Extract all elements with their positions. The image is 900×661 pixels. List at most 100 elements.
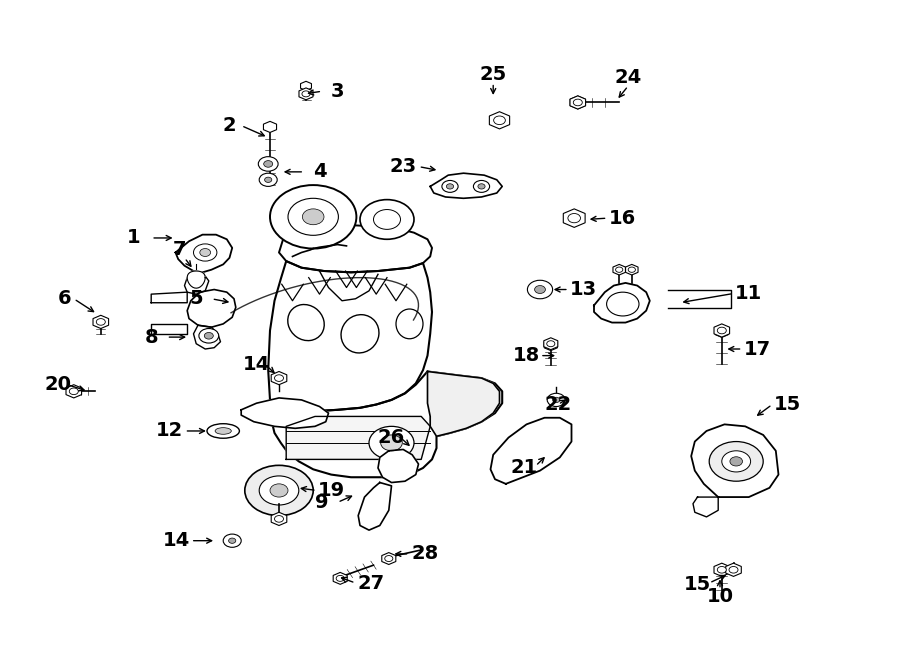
- Polygon shape: [95, 316, 106, 325]
- Polygon shape: [691, 424, 778, 497]
- Circle shape: [478, 184, 485, 189]
- Circle shape: [258, 157, 278, 171]
- Text: 25: 25: [480, 65, 507, 83]
- Polygon shape: [378, 449, 419, 483]
- Circle shape: [709, 442, 763, 481]
- Text: 6: 6: [58, 290, 72, 308]
- Circle shape: [607, 292, 639, 316]
- Polygon shape: [382, 553, 396, 564]
- Polygon shape: [268, 261, 432, 411]
- Polygon shape: [66, 385, 82, 398]
- Circle shape: [616, 267, 623, 272]
- Circle shape: [264, 161, 273, 167]
- Text: 1: 1: [126, 229, 140, 247]
- Text: 9: 9: [315, 493, 329, 512]
- Polygon shape: [491, 418, 572, 484]
- Polygon shape: [187, 271, 205, 288]
- Text: 15: 15: [774, 395, 801, 414]
- Polygon shape: [299, 88, 313, 100]
- Polygon shape: [714, 563, 730, 576]
- Polygon shape: [187, 290, 236, 327]
- Circle shape: [199, 329, 219, 343]
- Circle shape: [535, 286, 545, 293]
- Polygon shape: [570, 96, 586, 109]
- Polygon shape: [333, 572, 347, 584]
- Text: 23: 23: [390, 157, 417, 176]
- Circle shape: [729, 566, 738, 573]
- Polygon shape: [613, 264, 626, 275]
- Polygon shape: [716, 564, 728, 575]
- Text: 20: 20: [45, 375, 72, 394]
- Text: 18: 18: [513, 346, 540, 365]
- Polygon shape: [241, 398, 328, 428]
- Circle shape: [96, 319, 105, 325]
- Circle shape: [374, 210, 400, 229]
- Text: 4: 4: [312, 163, 327, 181]
- Circle shape: [369, 426, 414, 459]
- Polygon shape: [184, 271, 209, 294]
- Polygon shape: [271, 512, 287, 525]
- Circle shape: [302, 209, 324, 225]
- Circle shape: [730, 457, 742, 466]
- Polygon shape: [428, 371, 500, 436]
- Circle shape: [302, 91, 310, 97]
- Circle shape: [223, 534, 241, 547]
- Text: 12: 12: [156, 422, 183, 440]
- Circle shape: [204, 332, 213, 339]
- Text: 28: 28: [411, 545, 438, 563]
- Polygon shape: [626, 264, 638, 275]
- Text: 5: 5: [189, 290, 203, 308]
- Circle shape: [229, 538, 236, 543]
- Text: 22: 22: [544, 395, 572, 414]
- Polygon shape: [176, 235, 232, 272]
- Polygon shape: [68, 386, 80, 397]
- Circle shape: [270, 484, 288, 497]
- Circle shape: [245, 465, 313, 516]
- Polygon shape: [594, 283, 650, 323]
- Text: 14: 14: [243, 356, 270, 374]
- Circle shape: [200, 249, 211, 256]
- Ellipse shape: [341, 315, 379, 353]
- Polygon shape: [563, 209, 585, 227]
- Circle shape: [446, 184, 454, 189]
- Text: 24: 24: [615, 69, 642, 87]
- Polygon shape: [286, 416, 430, 459]
- Polygon shape: [271, 371, 287, 385]
- Circle shape: [259, 173, 277, 186]
- Text: 3: 3: [331, 82, 344, 100]
- Text: 16: 16: [609, 209, 636, 227]
- Polygon shape: [490, 112, 509, 129]
- Circle shape: [274, 516, 284, 522]
- Text: 26: 26: [378, 428, 405, 447]
- Text: 10: 10: [706, 587, 733, 605]
- Polygon shape: [693, 497, 718, 517]
- Circle shape: [473, 180, 490, 192]
- Text: 2: 2: [222, 116, 237, 135]
- Circle shape: [547, 341, 554, 346]
- Circle shape: [722, 451, 751, 472]
- Circle shape: [288, 198, 338, 235]
- Text: 27: 27: [357, 574, 384, 592]
- Circle shape: [493, 116, 506, 125]
- Text: 15: 15: [684, 576, 711, 594]
- Text: 7: 7: [173, 241, 187, 259]
- Ellipse shape: [207, 424, 239, 438]
- Circle shape: [337, 575, 344, 582]
- Polygon shape: [279, 225, 432, 272]
- Text: 17: 17: [744, 340, 771, 358]
- Circle shape: [381, 435, 402, 451]
- Polygon shape: [716, 327, 728, 337]
- Ellipse shape: [215, 428, 231, 434]
- Polygon shape: [151, 292, 187, 303]
- Polygon shape: [544, 338, 558, 350]
- Circle shape: [628, 267, 635, 272]
- Text: 14: 14: [163, 531, 190, 550]
- Polygon shape: [358, 483, 392, 530]
- Text: 8: 8: [144, 328, 158, 346]
- Circle shape: [717, 566, 726, 573]
- Polygon shape: [151, 324, 187, 334]
- Circle shape: [265, 177, 272, 182]
- Polygon shape: [725, 563, 742, 576]
- Ellipse shape: [396, 309, 423, 338]
- Polygon shape: [194, 325, 220, 349]
